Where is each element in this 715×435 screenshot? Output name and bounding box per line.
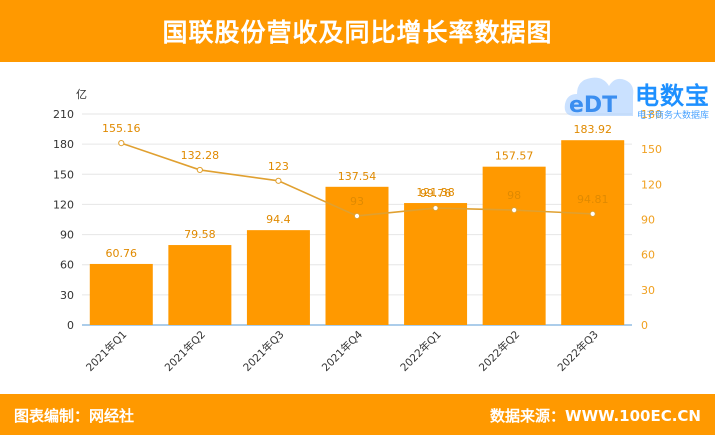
growth-point [511, 207, 518, 214]
footer-editor: 图表编制：网经社 [14, 407, 135, 425]
bar-value-label: 183.92 [573, 123, 612, 136]
y-tick-label: 180 [53, 138, 74, 151]
growth-point [432, 204, 439, 212]
bar [482, 166, 546, 325]
y-tick-label: 30 [60, 289, 74, 302]
bar [89, 263, 153, 325]
growth-value-label: 99.76 [420, 187, 452, 200]
x-tick-label: 2021年Q1 [83, 328, 129, 374]
y2-tick-label: 120 [641, 178, 662, 191]
bar [168, 245, 232, 325]
y2-tick-label: 180 [641, 108, 662, 121]
growth-value-label: 98 [507, 189, 521, 202]
growth-value-label: 123 [268, 160, 289, 173]
growth-point [196, 166, 203, 174]
y-tick-label: 150 [53, 168, 74, 181]
cloud-logo-icon: eDT [564, 77, 634, 118]
y-tick-label: 120 [53, 198, 74, 211]
growth-value-label: 155.16 [102, 122, 141, 135]
logo-subtitle: 电子商务大数据库 [637, 111, 710, 121]
bar-value-label: 79.58 [184, 228, 216, 241]
y2-tick-label: 30 [641, 284, 655, 297]
x-tick-label: 2022年Q1 [398, 328, 444, 374]
x-tick-label: 2021年Q4 [319, 328, 365, 374]
bar [325, 186, 389, 325]
revenue-chart: 0 30 60 90 120 150 180 210 0 30 60 90 120 150 180 亿 60.7… [53, 88, 662, 374]
y-tick-label: 60 [60, 259, 74, 272]
bar [246, 230, 310, 325]
footer-banner: 图表编制：网经社 数据来源：WWW.100EC.CN [0, 394, 715, 435]
x-tick-label: 2022年Q2 [476, 328, 522, 374]
y-axis-label: 亿 [76, 88, 87, 101]
bar-value-label: 60.76 [106, 247, 138, 260]
y2-tick-label: 60 [641, 249, 655, 262]
bar-value-label: 137.54 [338, 170, 377, 183]
growth-point [275, 177, 282, 184]
x-tick-label: 2022年Q3 [555, 328, 601, 374]
y-tick-label: 90 [60, 229, 74, 242]
growth-value-label: 132.28 [181, 149, 220, 162]
bar-value-label: 94.4 [266, 213, 291, 226]
y-tick-label: 0 [67, 319, 74, 332]
chart-title: 国联股份营收及同比增长率数据图 [162, 18, 553, 47]
growth-point [353, 212, 361, 220]
bar-value-label: 121.38 [416, 186, 455, 199]
footer-source: 数据来源：WWW.100EC.CN [490, 407, 701, 425]
bar [561, 140, 625, 325]
x-tick-label: 2021年Q2 [162, 328, 208, 374]
y-tick-label: 210 [53, 108, 74, 121]
growth-value-label: 94.81 [577, 193, 609, 206]
chart-title-banner: 国联股份营收及同比增长率数据图 [0, 0, 715, 62]
svg-text:eDT: eDT [569, 93, 617, 118]
logo-name: 电数宝 [635, 82, 710, 110]
bar [404, 203, 468, 325]
y2-tick-label: 0 [641, 319, 648, 332]
growth-point [589, 210, 596, 217]
y2-tick-label: 90 [641, 214, 655, 227]
growth-point [118, 140, 125, 147]
y2-tick-label: 150 [641, 143, 662, 156]
x-tick-label: 2021年Q3 [240, 328, 286, 374]
growth-value-label: 93 [350, 195, 364, 208]
bar-value-label: 157.57 [495, 150, 534, 163]
